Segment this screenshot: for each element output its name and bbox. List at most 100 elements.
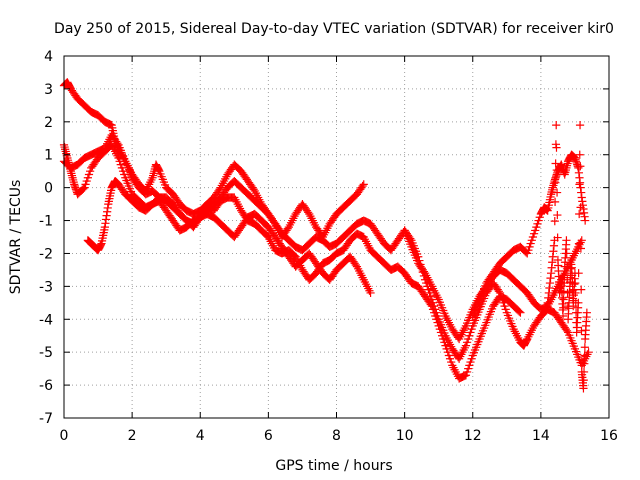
- data-point: [550, 216, 559, 226]
- data-point: [86, 167, 95, 176]
- y-tick-label: 1: [44, 148, 53, 164]
- data-point: [443, 348, 452, 357]
- data-point: [571, 278, 580, 288]
- data-point: [526, 239, 535, 248]
- data-point: [415, 256, 424, 265]
- data-point: [499, 298, 508, 307]
- data-point: [524, 246, 533, 255]
- y-tick-label: -6: [39, 378, 53, 394]
- data-point: [575, 150, 584, 159]
- y-tick-label: 0: [44, 181, 53, 197]
- data-point: [550, 197, 560, 206]
- data-point: [574, 239, 584, 248]
- data-point: [359, 180, 368, 189]
- data-point: [118, 167, 128, 176]
- data-point: [466, 328, 475, 337]
- data-point: [523, 249, 532, 258]
- data-point: [575, 209, 584, 219]
- data-point: [527, 236, 536, 245]
- data-point: [525, 242, 534, 251]
- data-point: [82, 176, 91, 186]
- x-tick-label: 10: [396, 428, 414, 444]
- data-point: [559, 295, 568, 304]
- x-tick-label: 0: [60, 428, 69, 444]
- data-point: [430, 302, 439, 311]
- data-point: [81, 180, 90, 189]
- data-point: [417, 264, 426, 273]
- data-point: [581, 216, 590, 225]
- y-axis-label: SDTVAR / TECUs: [8, 180, 24, 295]
- data-point: [416, 260, 425, 269]
- data-point: [579, 367, 589, 377]
- data-point: [464, 334, 473, 344]
- data-point: [366, 288, 375, 298]
- y-tick-label: 3: [44, 82, 53, 98]
- data-point: [574, 298, 583, 307]
- data-point: [552, 165, 561, 175]
- data-point: [113, 139, 122, 148]
- data-point: [80, 183, 89, 192]
- data-point: [551, 178, 560, 187]
- data-point: [420, 275, 430, 284]
- data-point: [529, 229, 539, 238]
- data-point: [424, 285, 433, 294]
- data-point: [465, 361, 474, 370]
- data-point: [498, 295, 507, 304]
- data-point: [501, 305, 510, 314]
- data-point: [116, 160, 125, 169]
- data-point: [558, 311, 568, 321]
- data-point: [551, 159, 560, 168]
- data-point: [580, 359, 589, 368]
- data-point: [427, 295, 436, 304]
- data-point: [528, 232, 538, 242]
- data-point: [571, 288, 580, 298]
- data-point: [464, 364, 473, 373]
- data-point: [584, 348, 593, 357]
- data-point: [574, 269, 583, 278]
- data-series: [543, 121, 591, 393]
- data-point: [579, 384, 588, 393]
- data-point: [441, 341, 450, 350]
- data-point: [532, 223, 541, 232]
- data-point: [575, 180, 584, 189]
- data-point: [562, 236, 571, 245]
- data-point: [466, 357, 475, 367]
- data-point: [433, 311, 442, 321]
- data-point: [465, 331, 474, 340]
- data-point: [428, 298, 438, 307]
- data-point: [531, 226, 540, 235]
- data-point: [414, 252, 423, 261]
- y-tick-label: -3: [39, 279, 53, 295]
- y-tick-label: -2: [39, 246, 53, 262]
- data-point: [535, 213, 544, 222]
- y-tick-label: -5: [39, 345, 53, 361]
- data-point: [495, 288, 505, 298]
- data-point: [426, 292, 435, 301]
- data-point: [562, 326, 572, 335]
- data-point: [533, 219, 542, 228]
- data-point: [432, 308, 441, 317]
- data-point: [84, 170, 94, 179]
- x-axis-label: GPS time / hours: [275, 458, 392, 474]
- data-point: [576, 244, 585, 253]
- data-point: [444, 351, 454, 360]
- x-tick-label: 2: [128, 428, 137, 444]
- data-point: [461, 341, 471, 350]
- data-point: [516, 308, 525, 317]
- data-point: [467, 325, 476, 334]
- data-point: [467, 354, 476, 363]
- x-tick-label: 6: [264, 428, 273, 444]
- data-point: [120, 170, 129, 179]
- data-point: [580, 351, 589, 360]
- data-point: [79, 184, 88, 193]
- data-point: [567, 263, 576, 272]
- data-point: [580, 343, 589, 352]
- data-point: [515, 307, 524, 316]
- data-point: [577, 285, 586, 294]
- data-point: [418, 268, 427, 277]
- data-point: [552, 143, 561, 152]
- data-point: [431, 305, 440, 314]
- data-point: [462, 338, 472, 347]
- data-point: [461, 371, 471, 380]
